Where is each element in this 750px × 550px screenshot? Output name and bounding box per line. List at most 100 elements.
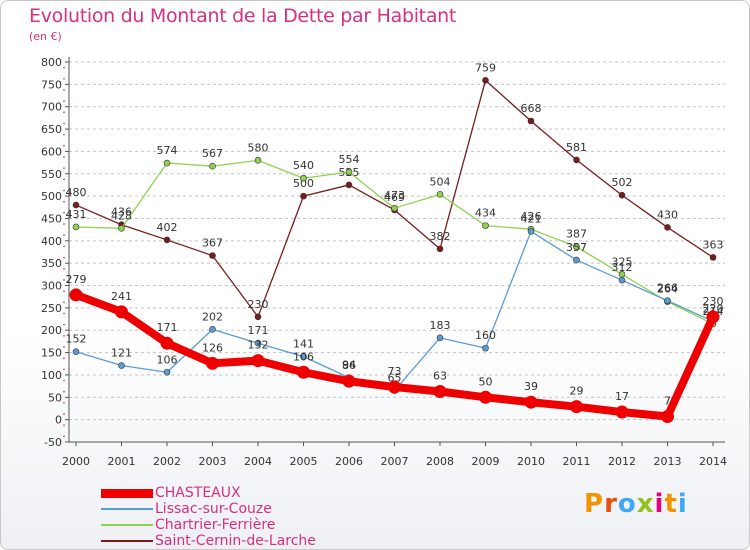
y-tick-label: 800 — [41, 56, 62, 69]
legend-label: Chartrier-Ferrière — [155, 517, 276, 533]
legend-item: CHASTEAUX — [101, 485, 401, 501]
y-tick-label: 550 — [41, 168, 62, 181]
data-label: 132 — [248, 339, 269, 352]
data-label: 121 — [111, 347, 132, 360]
data-point — [69, 288, 83, 302]
data-point — [436, 245, 444, 253]
data-label: 264 — [657, 283, 678, 296]
data-label: 50 — [479, 375, 493, 388]
axis-dot — [63, 413, 65, 415]
y-tick-label: 300 — [41, 280, 62, 293]
data-point — [345, 181, 353, 189]
x-tick-label: 2004 — [244, 455, 272, 468]
data-point — [573, 256, 580, 264]
data-label: 581 — [566, 141, 587, 154]
data-point — [72, 223, 80, 231]
logo-letter: t — [664, 489, 678, 519]
data-label: 567 — [202, 147, 223, 160]
data-label: 428 — [111, 209, 132, 222]
legend-item: Lissac-sur-Couze — [101, 501, 401, 517]
data-point — [527, 228, 535, 235]
axis-dot — [63, 234, 65, 237]
y-tick-label: 600 — [41, 145, 62, 158]
data-point — [209, 252, 216, 259]
axis-dot — [63, 368, 65, 371]
legend-label: Lissac-sur-Couze — [155, 501, 272, 517]
axis-dot — [63, 178, 65, 181]
data-label: 39 — [524, 380, 538, 393]
x-tick-label: 2005 — [290, 455, 318, 468]
data-label: 502 — [612, 176, 633, 189]
y-tick-label: 350 — [41, 257, 62, 270]
axis-dot — [63, 279, 65, 281]
data-label: 580 — [248, 141, 269, 154]
y-tick-label: 50 — [48, 391, 62, 404]
axis-dot — [63, 211, 65, 214]
data-label: 554 — [339, 153, 360, 166]
axis-dot — [63, 256, 65, 259]
data-point — [345, 168, 353, 176]
data-label: 220 — [703, 302, 724, 315]
x-tick-label: 2002 — [153, 455, 181, 468]
chart-title: Evolution du Montant de la Dette par Hab… — [29, 5, 457, 27]
data-label: 266 — [657, 282, 678, 295]
data-point — [618, 276, 626, 284]
legend-swatch — [101, 488, 153, 498]
y-tick-label: 150 — [41, 347, 62, 360]
x-tick-label: 2008 — [426, 455, 454, 468]
y-tick-label: 500 — [41, 190, 62, 203]
data-label: 430 — [657, 208, 678, 221]
x-tick-label: 2012 — [608, 455, 636, 468]
x-tick-label: 2011 — [563, 455, 591, 468]
x-tick-label: 2000 — [62, 455, 90, 468]
x-tick-label: 2009 — [472, 455, 500, 468]
data-point — [72, 348, 80, 355]
data-point — [709, 254, 717, 261]
legend-item: Saint-Cernin-de-Larche — [101, 533, 401, 549]
data-label: 230 — [703, 295, 724, 308]
data-label: 241 — [111, 290, 132, 303]
data-label: 382 — [430, 230, 451, 243]
data-point — [254, 313, 262, 321]
data-label: 480 — [66, 186, 87, 199]
data-point — [206, 356, 219, 370]
data-label: 279 — [66, 273, 87, 286]
axis-dot — [63, 200, 65, 203]
data-point — [254, 157, 262, 164]
axis-dot — [63, 245, 65, 248]
data-point — [524, 395, 538, 409]
data-point — [391, 204, 398, 212]
axis-dot — [63, 290, 65, 293]
data-label: 94 — [342, 359, 356, 372]
data-label: 230 — [248, 298, 269, 311]
data-point — [570, 400, 583, 414]
data-label: 402 — [157, 221, 178, 234]
axis-dot — [63, 379, 65, 382]
data-point — [163, 236, 171, 244]
data-point — [482, 222, 489, 229]
axis-dot — [63, 144, 65, 147]
y-tick-label: 200 — [41, 324, 62, 337]
data-label: 202 — [202, 310, 223, 323]
y-tick-label: 650 — [41, 123, 62, 136]
y-tick-label: 100 — [41, 369, 62, 382]
logo-letter: P — [584, 489, 605, 519]
data-point — [615, 405, 629, 419]
data-label: 73 — [388, 365, 402, 378]
axis-dot — [63, 401, 65, 404]
legend: CHASTEAUX Lissac-sur-Couze Chartrier-Ferri… — [101, 485, 401, 549]
data-label: 504 — [430, 175, 451, 188]
data-point — [388, 380, 401, 394]
axis-dot — [63, 66, 65, 69]
data-point — [573, 243, 580, 250]
data-point — [300, 192, 307, 200]
data-point — [118, 362, 125, 369]
data-label: 363 — [703, 238, 724, 251]
data-point — [163, 159, 171, 167]
x-tick-label: 2003 — [199, 455, 227, 468]
data-label: 171 — [157, 321, 178, 334]
axis-dot — [63, 323, 65, 326]
legend-label: CHASTEAUX — [155, 485, 241, 501]
data-label: 29 — [570, 385, 584, 398]
y-tick-label: 700 — [41, 101, 62, 114]
